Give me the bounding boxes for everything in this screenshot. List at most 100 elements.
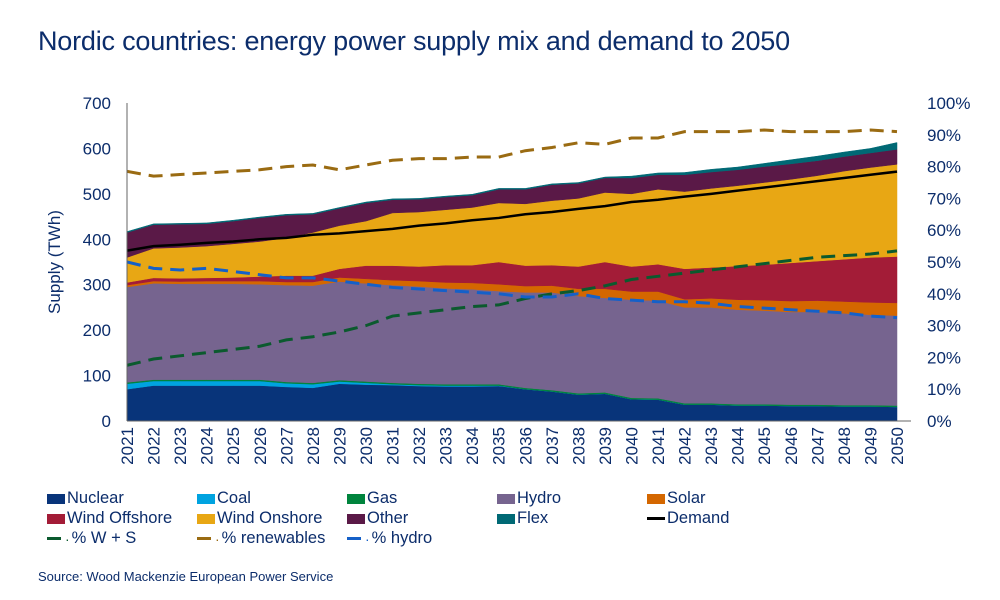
line-demand (126, 170, 898, 252)
y-axis-label: Supply (TWh) (45, 210, 64, 314)
y2-tick-label: 20% (927, 348, 961, 367)
legend-item-hydro: ·% hydro (347, 529, 432, 548)
legend-item-hydro: Hydro (497, 489, 561, 508)
legend-label: % W + S (71, 529, 137, 547)
legend-item-coal: Coal (197, 489, 251, 508)
legend-item-wind-offshore: Wind Offshore (47, 509, 172, 528)
legend-item-renewables: ·% renewables (197, 529, 325, 548)
x-tick-label: 2042 (676, 427, 695, 465)
x-tick-label: 2035 (490, 427, 509, 465)
legend-label: Flex (517, 509, 549, 527)
chart-title: Nordic countries: energy power supply mi… (38, 26, 790, 56)
x-tick-label: 2049 (861, 427, 880, 465)
x-tick-label: 2034 (463, 427, 482, 465)
x-tick-label: 2046 (782, 427, 801, 465)
y-tick-label: 400 (83, 230, 111, 249)
legend-swatch (197, 513, 215, 524)
y2-tick-label: 60% (927, 221, 961, 240)
x-tick-label: 2039 (596, 427, 615, 465)
y-tick-label: 100 (83, 367, 111, 386)
x-tick-label: 2028 (304, 427, 323, 465)
x-tick-label: 2025 (224, 427, 243, 465)
legend-label: % renewables (221, 529, 326, 547)
y2-tick-label: 50% (927, 253, 961, 272)
legend-item-gas: Gas (347, 489, 397, 508)
legend-swatch (647, 493, 665, 504)
x-tick-label: 2026 (251, 427, 270, 465)
line-hydro (126, 260, 898, 320)
y2-tick-label: 100% (927, 94, 970, 113)
legend-label: Gas (367, 489, 398, 507)
y2-tick-label: 10% (927, 380, 961, 399)
y2-tick-label: 80% (927, 158, 961, 177)
legend-swatch (497, 493, 515, 504)
x-tick-label: 2048 (835, 427, 854, 465)
x-tick-label: 2041 (649, 427, 668, 465)
legend-label: Hydro (517, 489, 562, 507)
x-tick-label: 2036 (516, 427, 535, 465)
x-tick-label: 2022 (145, 427, 164, 465)
legend-item-other: Other (347, 509, 408, 528)
y2-tick-label: 90% (927, 126, 961, 145)
legend-label: Other (367, 509, 409, 527)
x-tick-label: 2043 (702, 427, 721, 465)
x-tick-label: 2027 (277, 427, 296, 465)
x-tick-label: 2038 (569, 427, 588, 465)
legend-label: Nuclear (67, 489, 124, 507)
line-renewables (126, 128, 898, 178)
x-tick-label: 2030 (357, 427, 376, 465)
legend-item-wind-onshore: Wind Onshore (197, 509, 322, 528)
x-tick-label: 2029 (330, 427, 349, 465)
legend-swatch (47, 537, 61, 540)
legend-swatch (347, 537, 361, 540)
x-tick-label: 2031 (384, 427, 403, 465)
line-w-s (126, 249, 898, 367)
x-tick-label: 2037 (543, 427, 562, 465)
y2-tick-label: 30% (927, 317, 961, 336)
x-tick-label: 2044 (729, 427, 748, 465)
legend-swatch (647, 517, 665, 520)
y-tick-label: 600 (83, 139, 111, 158)
legend-swatch (347, 513, 365, 524)
legend-label: Demand (667, 509, 730, 527)
legend-item-demand: Demand (647, 509, 729, 528)
y-tick-label: 300 (83, 276, 111, 295)
y2-tick-label: 0% (927, 412, 952, 431)
legend-swatch (197, 537, 211, 540)
y2-tick-label: 70% (927, 189, 961, 208)
legend-label: Solar (667, 489, 706, 507)
y-tick-label: 0 (102, 412, 111, 431)
legend-swatch (197, 493, 215, 504)
y2-tick-label: 40% (927, 285, 961, 304)
legend-label: Coal (217, 489, 251, 507)
legend-label: Wind Offshore (67, 509, 173, 527)
x-tick-label: 2047 (808, 427, 827, 465)
x-tick-label: 2050 (888, 427, 907, 465)
legend-label: Wind Onshore (217, 509, 323, 527)
legend-dash-dot: · (365, 530, 370, 547)
legend-label: % hydro (371, 529, 433, 547)
x-tick-label: 2032 (410, 427, 429, 465)
y-tick-label: 200 (83, 321, 111, 340)
legend-swatch (47, 513, 65, 524)
legend-dash-dot: · (215, 530, 220, 547)
y-tick-label: 500 (83, 185, 111, 204)
legend-dash-dot: · (65, 530, 70, 547)
legend-swatch (47, 493, 65, 504)
legend-swatch (497, 513, 515, 524)
legend-item-flex: Flex (497, 509, 548, 528)
legend-item-w-s: ·% W + S (47, 529, 136, 548)
legend-item-nuclear: Nuclear (47, 489, 124, 508)
x-tick-label: 2024 (198, 427, 217, 465)
x-tick-label: 2045 (755, 427, 774, 465)
legend-swatch (347, 493, 365, 504)
x-tick-label: 2033 (437, 427, 456, 465)
x-tick-label: 2021 (118, 427, 137, 465)
x-tick-label: 2023 (171, 427, 190, 465)
y-tick-label: 700 (83, 94, 111, 113)
area-flex (126, 142, 898, 233)
x-tick-label: 2040 (622, 427, 641, 465)
source-note: Source: Wood Mackenzie European Power Se… (38, 569, 334, 584)
legend-item-solar: Solar (647, 489, 706, 508)
